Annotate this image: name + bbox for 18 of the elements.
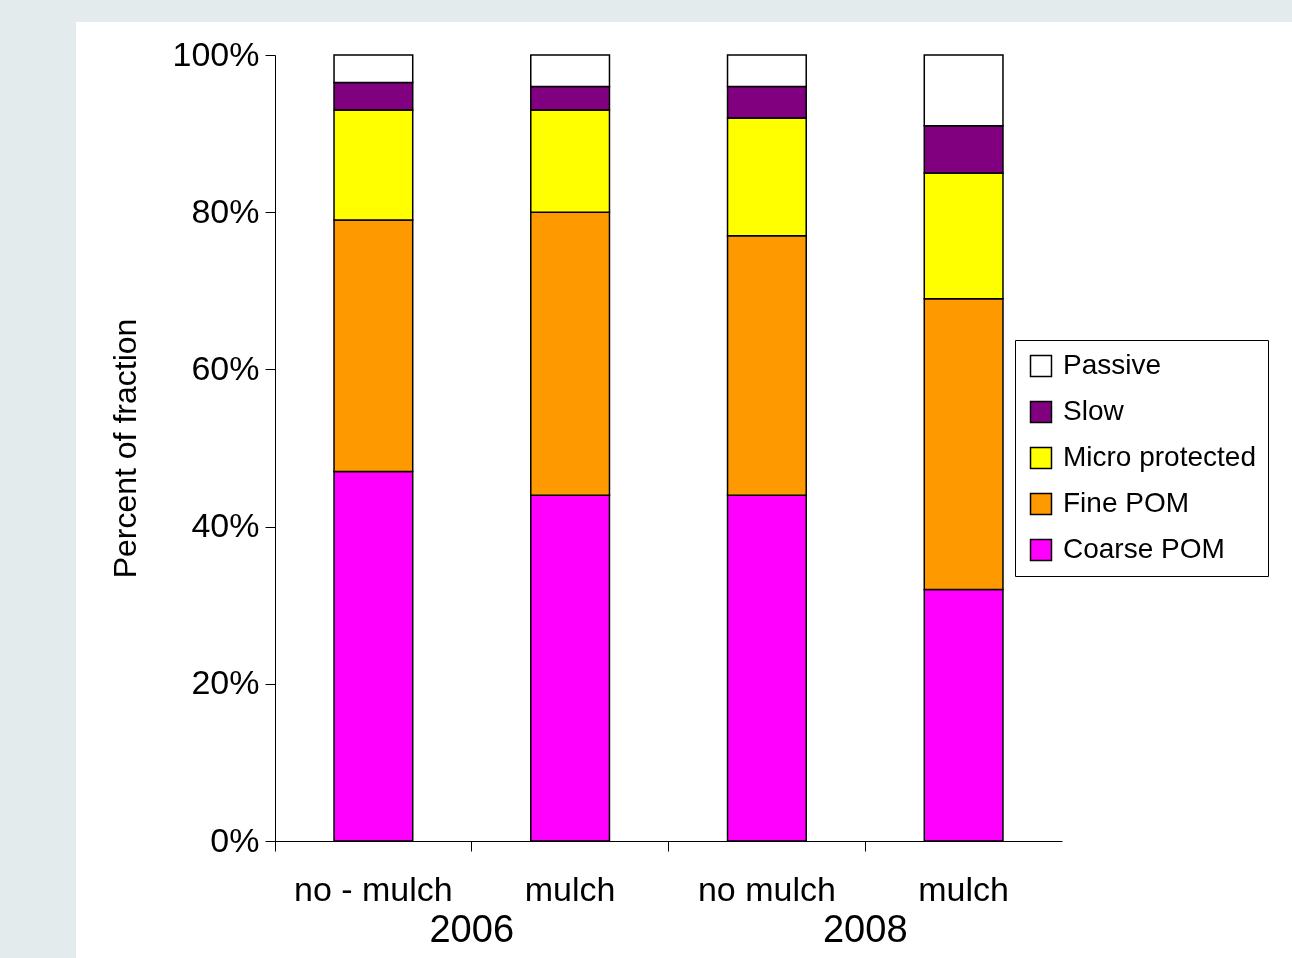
y-tick-label: 40% xyxy=(191,506,260,545)
x-tick-label: no mulch xyxy=(697,869,836,908)
legend-label: Slow xyxy=(1063,395,1125,426)
legend-label: Micro protected xyxy=(1063,441,1256,472)
y-axis-title: Percent of fraction xyxy=(106,318,143,579)
text: 2008 xyxy=(822,908,908,950)
x-tick-label: no - mulch xyxy=(294,869,453,908)
y-tick-label: 20% xyxy=(191,663,260,702)
legend-label: Coarse POM xyxy=(1063,533,1225,564)
legend-label: Fine POM xyxy=(1063,487,1190,518)
y-tick-label: 0% xyxy=(210,820,260,859)
y-tick-label: 80% xyxy=(191,191,260,230)
legend-label: Passive xyxy=(1063,349,1162,380)
x-tick-label: mulch xyxy=(918,869,1009,908)
x-tick-label: mulch xyxy=(524,869,616,908)
y-tick-label: 60% xyxy=(191,348,260,387)
text: 2006 xyxy=(429,908,515,950)
y-tick-label: 100% xyxy=(172,34,260,73)
